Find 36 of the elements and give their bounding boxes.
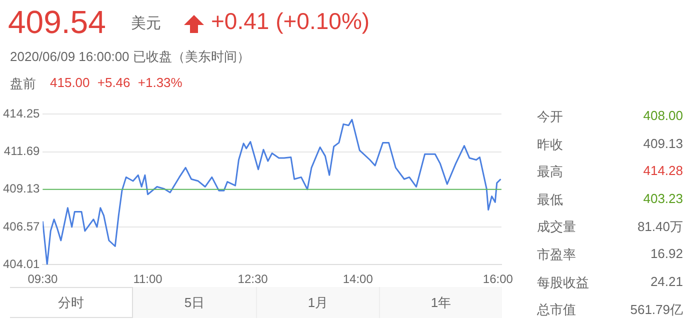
y-tick-label: 406.57 [3,219,40,234]
text: 昨收 [537,136,563,152]
text: 16.92 [650,246,683,261]
text: +0.41 (+0.10%) [211,8,370,34]
x-tick-label: 11:00 [133,272,163,286]
text: 24.21 [650,274,683,289]
x-tick-label: 16:00 [482,272,514,286]
x-tick-label: 14:00 [342,272,374,286]
y-tick-label: 414.25 [3,106,40,121]
text: 市盈率 [537,247,576,262]
chart-subtitle: 2020/06/09 16:00:00 已收盘（美东时间） [10,49,250,64]
text: 成交量 [537,219,576,234]
text: 总市值 [537,302,576,318]
text: 409.13 [643,136,683,151]
y-tick-label: 411.69 [4,144,40,158]
text: 最低 [537,192,563,207]
text: 每股收益 [537,274,589,290]
text: 414.28 [643,163,683,178]
text: 415.00 +5.46 +1.33% [50,75,182,90]
text: 美元 [131,15,161,32]
text: 403.23 [643,190,683,206]
chart-title: 409.54 [8,4,106,40]
text: 81.40万 [637,219,683,234]
text: 561.79亿 [630,302,683,318]
x-tick-label: 12:30 [238,272,268,286]
y-tick-label: 409.13 [3,182,40,196]
text: 分时 [58,294,84,312]
text: 盘前 [10,76,36,91]
text: 1月 [308,294,328,312]
x-tick-label: 09:30 [28,272,58,286]
text: 今开 [537,109,563,124]
text: 408.00 [643,108,683,123]
text: 1年 [430,294,452,312]
text: 最高 [537,164,563,180]
y-tick-label: 404.01 [3,256,40,271]
text: 5日 [184,294,205,312]
